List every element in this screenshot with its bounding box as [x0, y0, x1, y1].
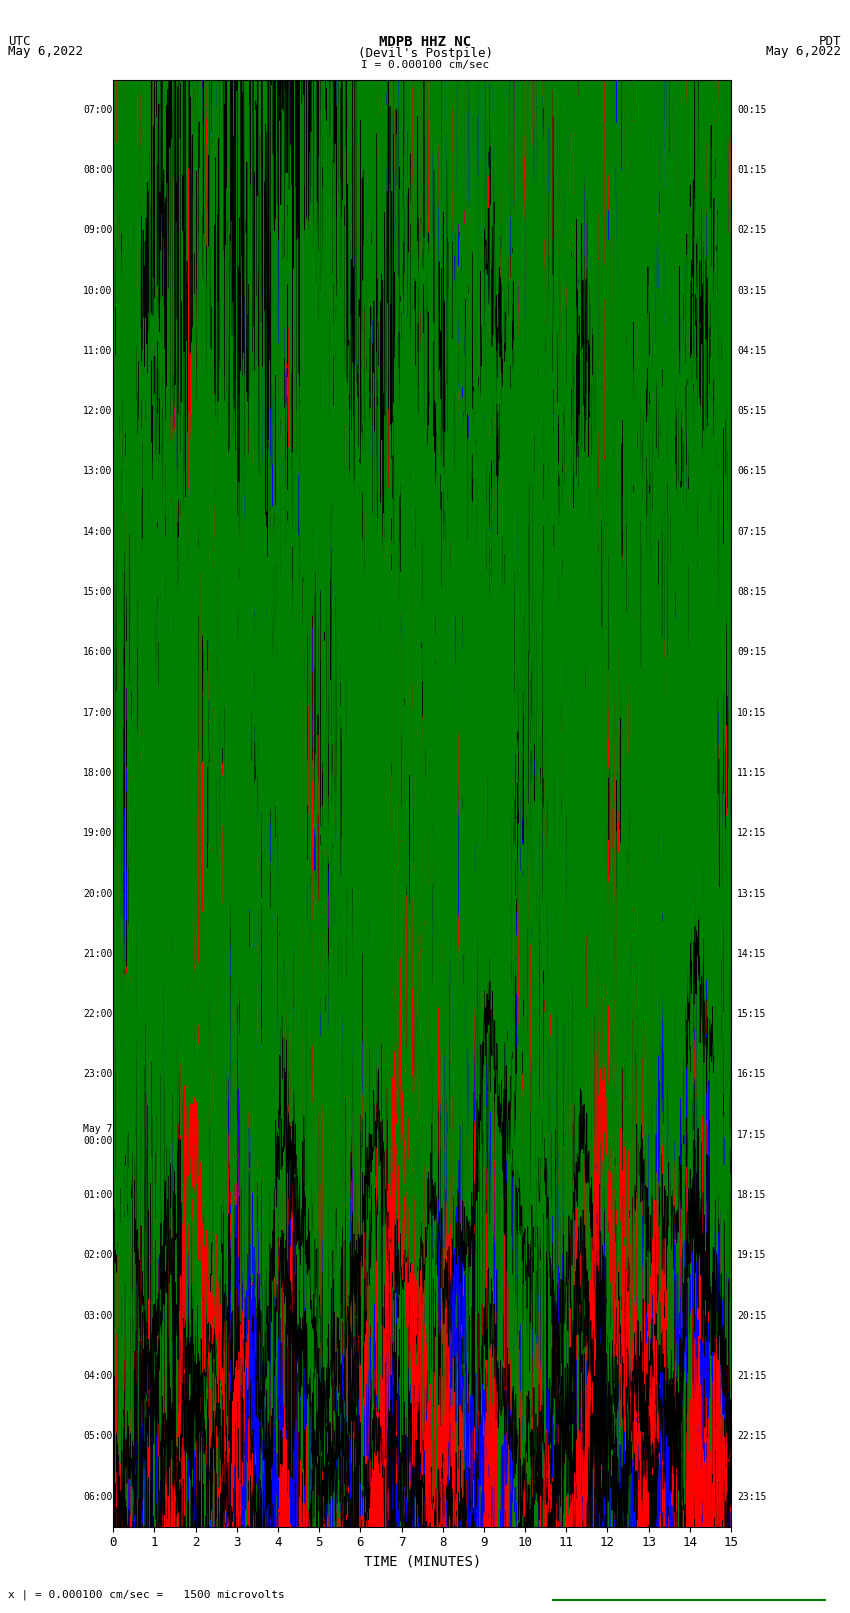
Text: 19:15: 19:15: [737, 1250, 767, 1260]
Text: 11:15: 11:15: [737, 768, 767, 777]
Text: (Devil's Postpile): (Devil's Postpile): [358, 47, 492, 60]
Text: 13:15: 13:15: [737, 889, 767, 898]
Text: 17:00: 17:00: [83, 708, 112, 718]
Text: I = 0.000100 cm/sec: I = 0.000100 cm/sec: [361, 60, 489, 69]
Text: 04:00: 04:00: [83, 1371, 112, 1381]
Text: 12:00: 12:00: [83, 406, 112, 416]
Text: 20:15: 20:15: [737, 1311, 767, 1321]
Text: 18:15: 18:15: [737, 1190, 767, 1200]
Text: 06:15: 06:15: [737, 466, 767, 476]
Text: 21:15: 21:15: [737, 1371, 767, 1381]
Text: 01:15: 01:15: [737, 165, 767, 174]
Text: 12:15: 12:15: [737, 827, 767, 839]
Text: 07:15: 07:15: [737, 527, 767, 537]
X-axis label: TIME (MINUTES): TIME (MINUTES): [364, 1555, 481, 1569]
Text: 04:15: 04:15: [737, 345, 767, 356]
Text: May 6,2022: May 6,2022: [767, 45, 842, 58]
Text: 17:15: 17:15: [737, 1129, 767, 1140]
Text: May 7
00:00: May 7 00:00: [83, 1124, 112, 1145]
Text: 14:15: 14:15: [737, 948, 767, 958]
Text: 07:00: 07:00: [83, 105, 112, 115]
Text: 01:00: 01:00: [83, 1190, 112, 1200]
Text: 15:00: 15:00: [83, 587, 112, 597]
Text: PDT: PDT: [819, 35, 842, 48]
Text: 02:15: 02:15: [737, 226, 767, 235]
Text: 08:15: 08:15: [737, 587, 767, 597]
Text: 08:00: 08:00: [83, 165, 112, 174]
Text: 10:00: 10:00: [83, 286, 112, 295]
Text: 16:15: 16:15: [737, 1069, 767, 1079]
Text: 14:00: 14:00: [83, 527, 112, 537]
Text: 16:00: 16:00: [83, 647, 112, 658]
Text: 22:00: 22:00: [83, 1010, 112, 1019]
Text: 05:15: 05:15: [737, 406, 767, 416]
Text: 21:00: 21:00: [83, 948, 112, 958]
Text: May 6,2022: May 6,2022: [8, 45, 83, 58]
Text: 00:15: 00:15: [737, 105, 767, 115]
Text: 09:00: 09:00: [83, 226, 112, 235]
Text: 06:00: 06:00: [83, 1492, 112, 1502]
Text: MDPB HHZ NC: MDPB HHZ NC: [379, 35, 471, 50]
Text: 15:15: 15:15: [737, 1010, 767, 1019]
Text: 09:15: 09:15: [737, 647, 767, 658]
Text: 13:00: 13:00: [83, 466, 112, 476]
Text: 11:00: 11:00: [83, 345, 112, 356]
Text: 10:15: 10:15: [737, 708, 767, 718]
Text: 19:00: 19:00: [83, 827, 112, 839]
Text: 23:15: 23:15: [737, 1492, 767, 1502]
Text: x | = 0.000100 cm/sec =   1500 microvolts: x | = 0.000100 cm/sec = 1500 microvolts: [8, 1589, 286, 1600]
Text: 05:00: 05:00: [83, 1431, 112, 1442]
Text: UTC: UTC: [8, 35, 31, 48]
Text: 03:00: 03:00: [83, 1311, 112, 1321]
Text: 22:15: 22:15: [737, 1431, 767, 1442]
Text: 23:00: 23:00: [83, 1069, 112, 1079]
Text: 02:00: 02:00: [83, 1250, 112, 1260]
Text: 03:15: 03:15: [737, 286, 767, 295]
Text: 20:00: 20:00: [83, 889, 112, 898]
Text: 18:00: 18:00: [83, 768, 112, 777]
